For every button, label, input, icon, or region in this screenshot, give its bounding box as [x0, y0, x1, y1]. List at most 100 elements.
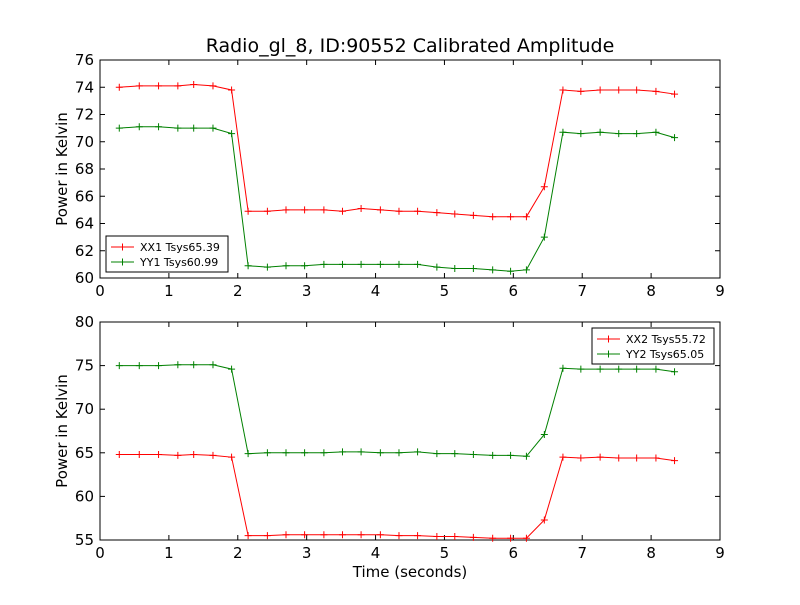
data-point-marker	[652, 128, 660, 136]
data-point-marker	[633, 130, 641, 138]
data-point-marker	[489, 213, 497, 221]
data-point-marker	[301, 206, 309, 214]
data-point-marker	[489, 534, 497, 542]
legend-entry-label: XX2 Tsys55.72	[626, 333, 706, 346]
data-point-marker	[135, 451, 143, 459]
data-point-marker	[228, 453, 236, 461]
data-point-marker	[507, 267, 515, 275]
x-tick-label: 3	[302, 544, 312, 562]
data-point-marker	[115, 124, 123, 132]
data-point-marker	[522, 213, 530, 221]
data-point-marker	[522, 534, 530, 542]
data-point-marker	[174, 451, 182, 459]
data-point-marker	[559, 128, 567, 136]
data-point-marker	[190, 81, 198, 89]
y-tick-label: 70	[75, 400, 94, 418]
data-point-marker	[338, 260, 346, 268]
legend-box	[105, 235, 229, 273]
data-point-marker	[263, 263, 271, 271]
legend-box	[591, 327, 715, 365]
data-point-marker	[301, 262, 309, 270]
data-point-marker	[540, 183, 548, 191]
x-tick-label: 7	[577, 282, 587, 300]
y-tick-label: 80	[75, 313, 94, 331]
data-point-marker	[228, 86, 236, 94]
data-point-marker	[357, 205, 365, 213]
data-point-marker	[633, 365, 641, 373]
data-point-marker	[652, 365, 660, 373]
data-point-marker	[451, 264, 459, 272]
data-point-marker	[559, 86, 567, 94]
data-point-marker	[433, 450, 441, 458]
x-tick-label: 5	[440, 282, 450, 300]
data-point-marker	[357, 260, 365, 268]
y-tick-label: 70	[75, 133, 94, 151]
subplot-1: Radio_gl_8, ID:90552 Calibrated Amplitud…	[53, 35, 725, 300]
y-axis-label: Power in Kelvin	[53, 374, 71, 488]
data-point-marker	[338, 207, 346, 215]
x-tick-label: 4	[371, 544, 381, 562]
data-point-marker	[282, 449, 290, 457]
data-point-marker	[433, 533, 441, 541]
data-point-marker	[652, 87, 660, 95]
data-point-marker	[376, 449, 384, 457]
data-point-marker	[615, 454, 623, 462]
data-point-marker	[209, 361, 217, 369]
data-point-marker	[174, 124, 182, 132]
data-point-marker	[507, 213, 515, 221]
data-point-marker	[633, 86, 641, 94]
data-point-marker	[263, 532, 271, 540]
x-tick-label: 8	[646, 282, 656, 300]
data-point-marker	[174, 361, 182, 369]
data-point-marker	[244, 262, 252, 270]
data-point-marker	[155, 451, 163, 459]
x-tick-label: 6	[509, 282, 519, 300]
legend-swatch-marker	[119, 243, 126, 251]
data-point-marker	[155, 362, 163, 370]
data-point-marker	[652, 454, 660, 462]
x-tick-label: 9	[715, 544, 725, 562]
y-tick-label: 74	[75, 78, 94, 96]
data-point-marker	[282, 262, 290, 270]
data-point-marker	[190, 361, 198, 369]
data-point-marker	[414, 448, 422, 456]
data-point-marker	[376, 531, 384, 539]
data-point-marker	[469, 264, 477, 272]
data-point-marker	[577, 365, 585, 373]
data-point-marker	[633, 454, 641, 462]
data-point-marker	[357, 448, 365, 456]
data-point-marker	[209, 82, 217, 90]
x-tick-label: 1	[164, 544, 174, 562]
data-point-marker	[376, 206, 384, 214]
legend-entry-label: YY1 Tsys60.99	[139, 256, 218, 269]
data-point-marker	[115, 451, 123, 459]
data-point-marker	[376, 260, 384, 268]
data-point-marker	[357, 531, 365, 539]
data-point-marker	[671, 90, 679, 98]
x-axis-label: Time (seconds)	[352, 563, 468, 581]
x-tick-label: 0	[95, 282, 105, 300]
data-point-marker	[469, 211, 477, 219]
data-point-marker	[469, 533, 477, 541]
y-tick-label: 55	[75, 531, 94, 549]
legend-swatch-marker	[605, 335, 612, 343]
legend: XX1 Tsys65.39 YY1 Tsys60.99	[105, 235, 229, 273]
y-tick-label: 76	[75, 51, 94, 69]
y-tick-label: 60	[75, 487, 94, 505]
data-point-marker	[596, 365, 604, 373]
data-point-marker	[320, 449, 328, 457]
data-point-marker	[559, 453, 567, 461]
data-point-marker	[596, 86, 604, 94]
data-point-marker	[135, 82, 143, 90]
data-point-marker	[282, 206, 290, 214]
data-point-marker	[522, 266, 530, 274]
x-tick-label: 5	[440, 544, 450, 562]
data-point-marker	[228, 365, 236, 373]
data-point-marker	[115, 83, 123, 91]
x-tick-label: 9	[715, 282, 725, 300]
data-point-marker	[540, 430, 548, 438]
data-point-marker	[209, 451, 217, 459]
data-point-marker	[209, 124, 217, 132]
